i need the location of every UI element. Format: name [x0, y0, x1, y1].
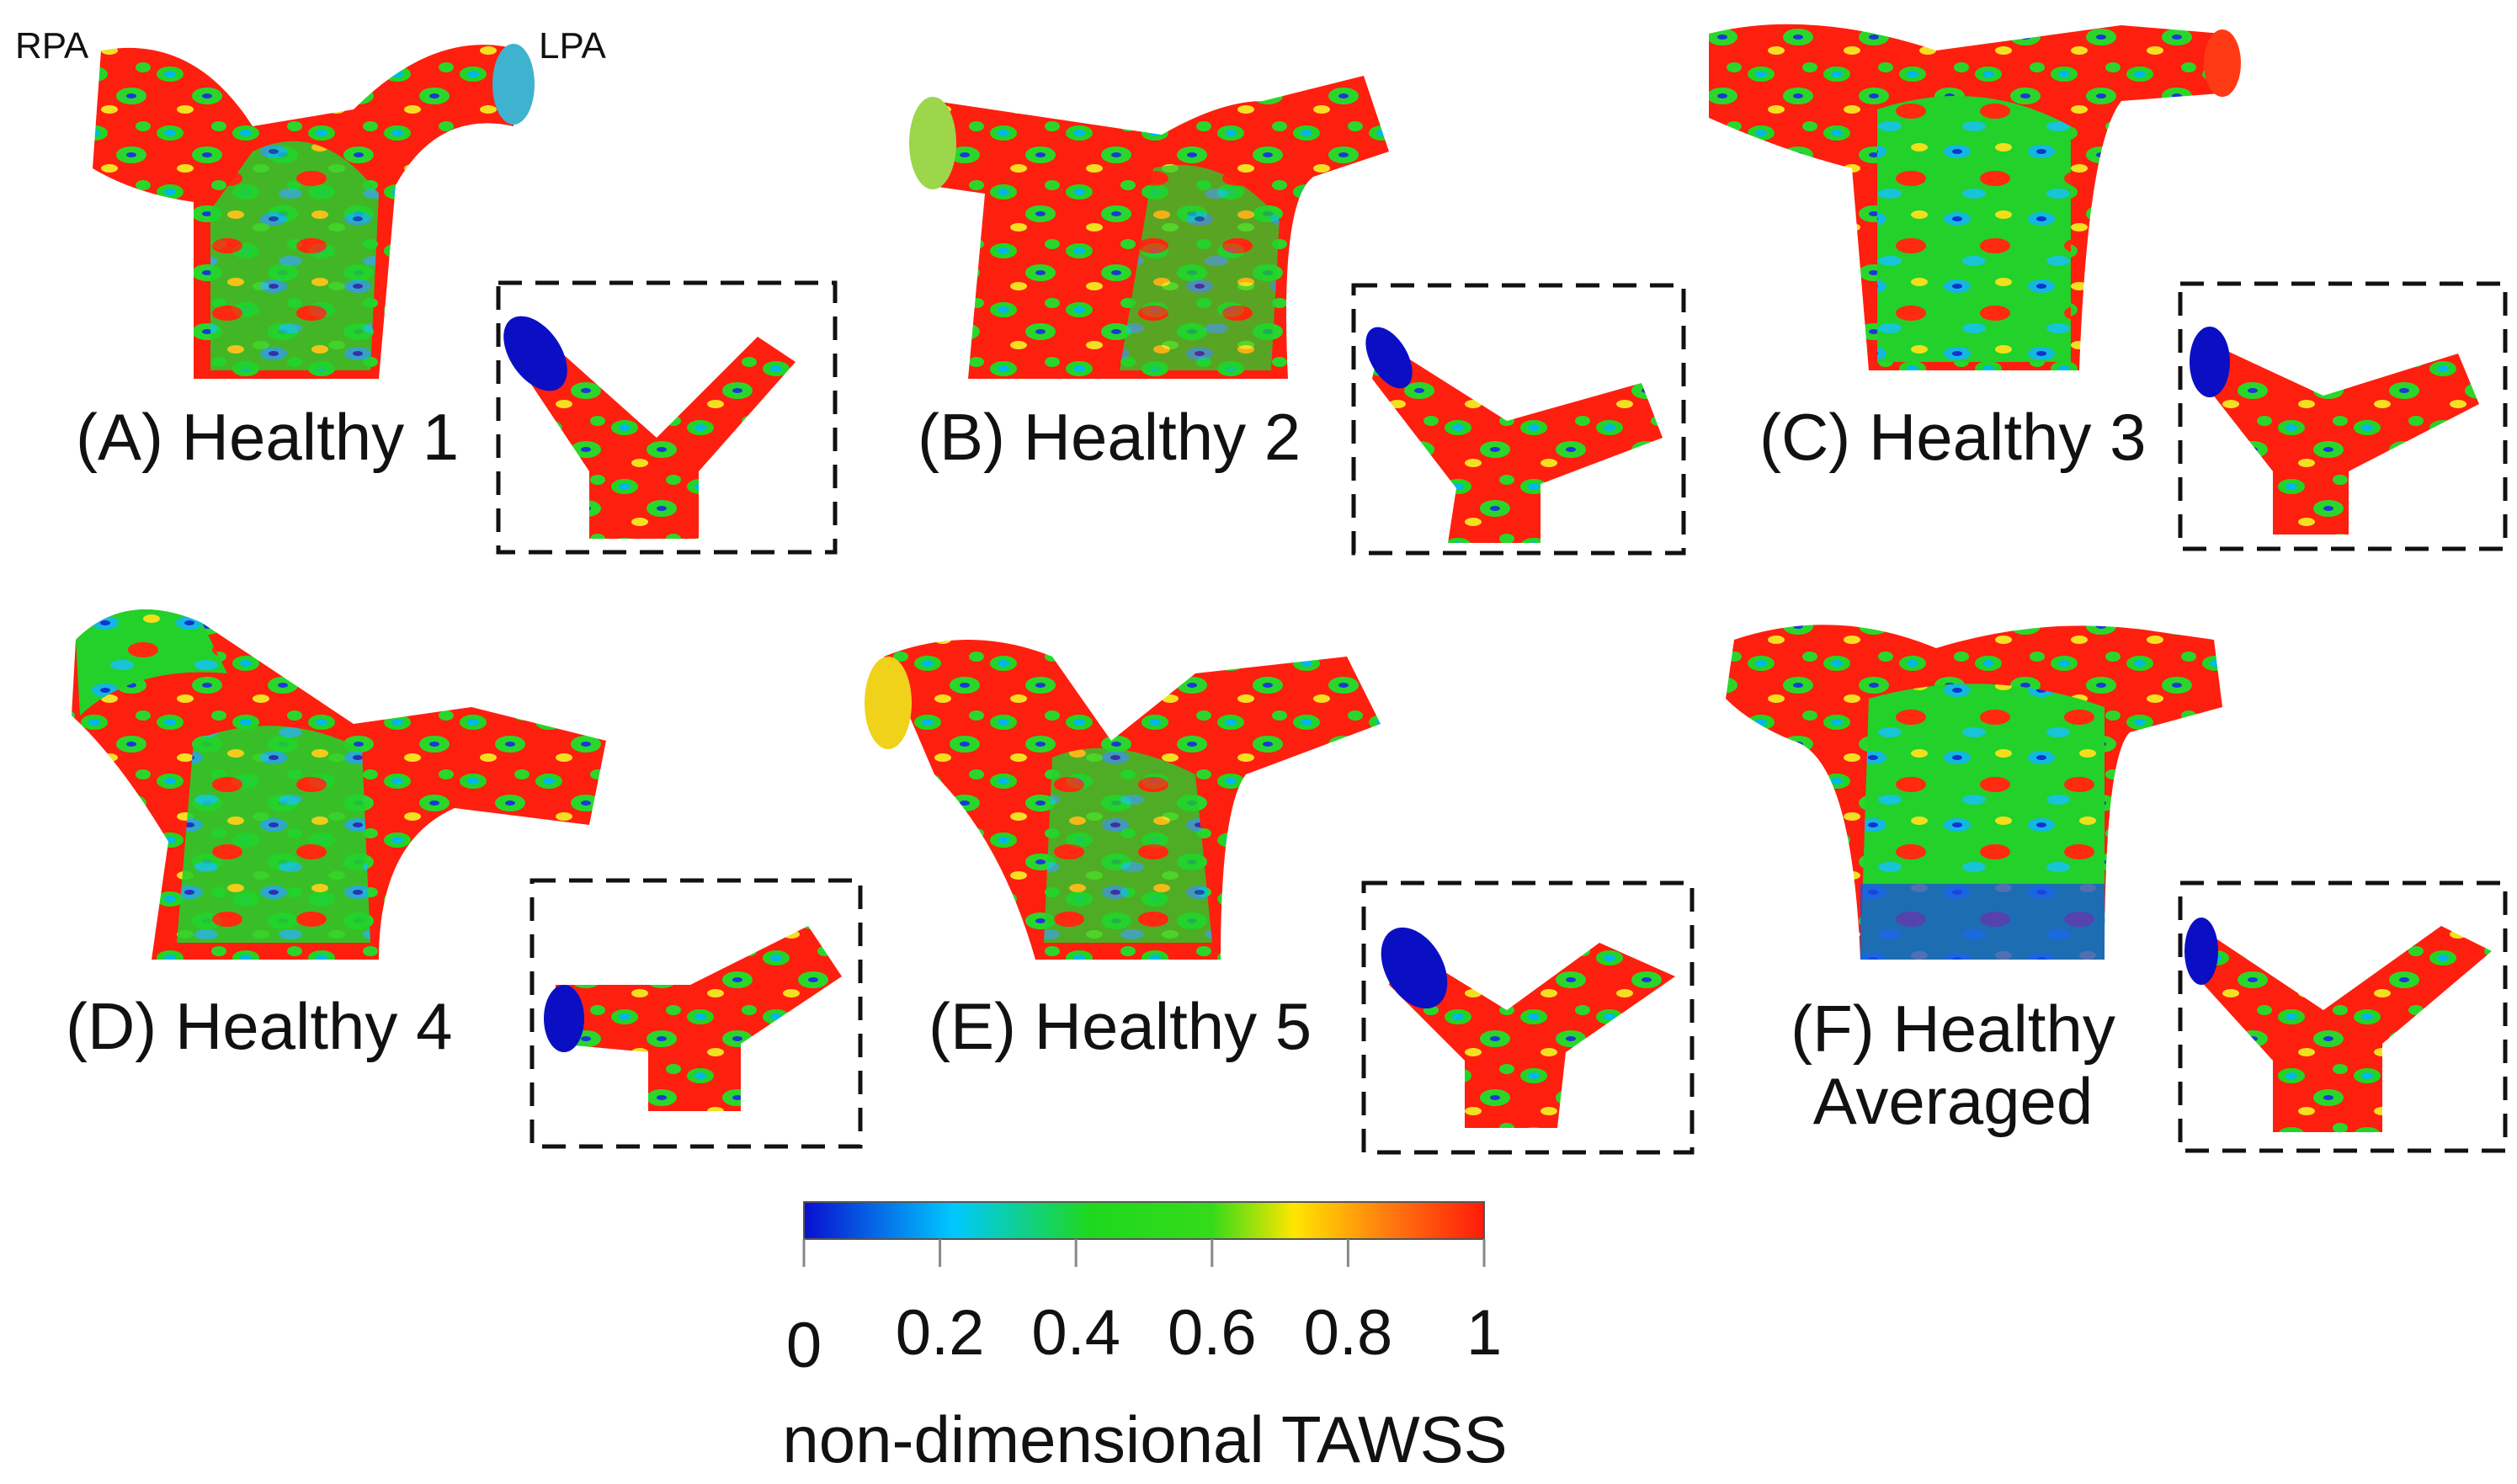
colorbar-tick-label: 0.4 [1031, 1297, 1121, 1369]
colorbar-tick-label: 0.6 [1167, 1297, 1257, 1369]
vessel-model-F [1726, 625, 2222, 960]
vessel-model-D [72, 609, 606, 960]
inset-model-D [529, 878, 863, 1149]
panel-label-F-line1: (F) Healthy [1791, 992, 2115, 1066]
colorbar-tick-marks [802, 1239, 1486, 1267]
colorbar-tick-label: 0.8 [1303, 1297, 1393, 1369]
vessel-model-C [1709, 24, 2241, 370]
colorbar [802, 1201, 1486, 1267]
panel-label-E: (E) Healthy 5 [929, 989, 1312, 1063]
rpa-label: RPA [15, 25, 89, 66]
panel-label-C: (C) Healthy 3 [1759, 400, 2147, 474]
colorbar-tick-label: 0.2 [895, 1297, 985, 1369]
inset-model-B [1351, 283, 1686, 556]
inset-model-C [2178, 281, 2508, 551]
vessel-model-A [93, 44, 535, 380]
colorbar-title: non-dimensional TAWSS [782, 1402, 1508, 1476]
colorbar-tick-label: 1 [1466, 1297, 1503, 1369]
panel-label-B: (B) Healthy 2 [918, 400, 1301, 474]
inset-model-E [1361, 880, 1695, 1155]
colorbar-gradient [804, 1202, 1484, 1239]
inset-model-A [496, 280, 838, 555]
panel-label-D: (D) Healthy 4 [66, 989, 453, 1063]
vessel-model-B [909, 76, 1389, 379]
lpa-label: LPA [539, 25, 606, 66]
panel-label-F: (F) Healthy Averaged [1785, 992, 2121, 1138]
panel-label-F-line2: Averaged [1812, 1063, 2094, 1138]
colorbar-tick-label: 0 [785, 1310, 822, 1381]
panel-label-A: (A) Healthy 1 [76, 400, 460, 474]
inset-model-F [2178, 880, 2508, 1153]
vessel-model-E [865, 640, 1381, 960]
